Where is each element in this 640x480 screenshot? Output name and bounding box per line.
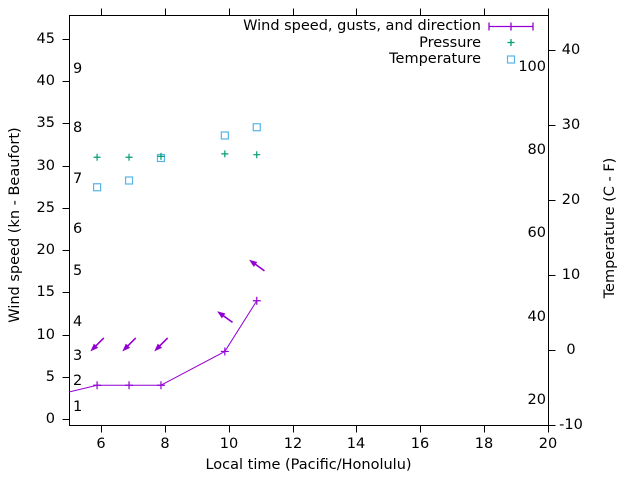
gust-direction-arrow bbox=[249, 259, 265, 272]
beaufort-scale-label: 3 bbox=[73, 348, 83, 364]
wind-legend-errorbar bbox=[488, 22, 534, 31]
fahrenheit-scale-label: 20 bbox=[527, 392, 546, 408]
time-axis-tick-label: 16 bbox=[410, 436, 430, 452]
wind-axis-tick-label: 25 bbox=[36, 200, 55, 216]
legend-sample-glyph bbox=[506, 55, 516, 64]
y2-axis-title: Temperature (C - F) bbox=[602, 157, 618, 299]
legend-label-wind: Wind speed, gusts, and direction bbox=[243, 18, 481, 35]
wind-data-point bbox=[93, 381, 102, 390]
temperature-data-point bbox=[220, 131, 229, 140]
pressure-legend-plus bbox=[507, 39, 515, 47]
time-axis-tick-label: 6 bbox=[96, 436, 106, 452]
wind-data-point bbox=[220, 347, 229, 356]
gust-arrow-head bbox=[90, 343, 99, 352]
gust-arrow-head bbox=[154, 343, 163, 352]
legend-label-pressure: Pressure bbox=[419, 34, 481, 51]
temperature-series bbox=[93, 123, 261, 192]
time-axis-tick-label: 8 bbox=[160, 436, 170, 452]
beaufort-scale-label: 9 bbox=[73, 61, 83, 77]
time-axis-tick-label: 20 bbox=[538, 436, 558, 452]
gust-direction-arrow bbox=[122, 337, 137, 352]
celsius-axis-tick-label: 20 bbox=[561, 192, 581, 208]
legend-sample-temperature-square-icon bbox=[488, 53, 534, 66]
pressure-data-point bbox=[157, 152, 165, 160]
wind-axis-tick-label: 40 bbox=[36, 73, 55, 89]
wind-axis-tick-label: 30 bbox=[36, 158, 55, 174]
plot-border bbox=[69, 15, 549, 426]
pressure-data-point bbox=[125, 153, 133, 161]
gust-arrow-head bbox=[217, 311, 226, 319]
celsius-axis-tick-label: 30 bbox=[561, 117, 581, 133]
beaufort-scale-label: 8 bbox=[73, 120, 83, 136]
pressure-data-point bbox=[93, 153, 101, 161]
gust-direction-arrow bbox=[90, 337, 105, 352]
wind-axis-tick-label: 0 bbox=[45, 411, 55, 427]
wind-axis-tick-label: 10 bbox=[36, 327, 55, 343]
beaufort-scale-label: 4 bbox=[73, 314, 83, 330]
wind-axis-tick-label: 35 bbox=[36, 115, 55, 131]
time-axis-tick-label: 18 bbox=[474, 436, 494, 452]
temperature-data-point bbox=[252, 123, 261, 132]
pressure-data-point bbox=[253, 151, 261, 159]
celsius-axis-tick-label: 0 bbox=[566, 342, 576, 358]
fahrenheit-scale-label: 40 bbox=[527, 309, 546, 325]
legend-sample-pressure-plus-icon bbox=[488, 36, 534, 49]
wind-axis-tick-label: 45 bbox=[36, 31, 55, 47]
legend: Wind speed, gusts, and direction Pressur… bbox=[243, 18, 534, 68]
temperature-data-point bbox=[124, 176, 134, 185]
wind-axis-tick-label: 5 bbox=[45, 369, 55, 385]
beaufort-scale-label: 5 bbox=[73, 263, 83, 279]
pressure-series bbox=[93, 150, 261, 161]
celsius-axis-tick-label: 40 bbox=[561, 42, 581, 58]
wind-speed-line bbox=[68, 300, 258, 393]
beaufort-scale-label: 2 bbox=[73, 373, 83, 389]
gust-direction-arrow bbox=[217, 311, 233, 324]
wind-data-point bbox=[252, 296, 261, 305]
fahrenheit-scale-label: 60 bbox=[527, 225, 546, 241]
wind-data-point bbox=[125, 381, 134, 390]
temperature-legend-square bbox=[506, 55, 516, 64]
legend-sample-wind-errorbar-icon bbox=[488, 20, 534, 33]
gust-arrow-head bbox=[249, 259, 258, 267]
legend-entry-wind: Wind speed, gusts, and direction bbox=[243, 18, 534, 35]
gust-arrow-head bbox=[122, 343, 131, 352]
beaufort-scale-label: 7 bbox=[73, 171, 83, 187]
gust-direction-arrow bbox=[154, 337, 169, 352]
legend-label-temperature: Temperature bbox=[389, 51, 481, 68]
x-axis-title: Local time (Pacific/Honolulu) bbox=[205, 457, 412, 473]
wind-series bbox=[68, 259, 265, 393]
fahrenheit-scale-label: 100 bbox=[518, 59, 546, 75]
pressure-data-point bbox=[221, 150, 229, 158]
time-axis-tick-label: 10 bbox=[219, 436, 239, 452]
legend-entry-temperature: Temperature bbox=[243, 51, 534, 68]
wind-axis-tick-label: 20 bbox=[36, 242, 55, 258]
celsius-axis-tick-label: -10 bbox=[559, 417, 583, 433]
beaufort-scale-label: 6 bbox=[73, 221, 83, 237]
time-axis-tick-label: 12 bbox=[283, 436, 303, 452]
wind-axis-tick-label: 15 bbox=[36, 284, 55, 300]
wind-data-point bbox=[156, 381, 165, 390]
time-axis-tick-label: 14 bbox=[346, 436, 366, 452]
temperature-data-point bbox=[93, 183, 102, 192]
celsius-axis-tick-label: 10 bbox=[561, 267, 581, 283]
fahrenheit-scale-label: 80 bbox=[527, 142, 546, 158]
legend-entry-pressure: Pressure bbox=[243, 35, 534, 52]
legend-sample-glyph bbox=[507, 39, 515, 47]
legend-sample-glyph bbox=[488, 22, 534, 31]
beaufort-scale-label: 1 bbox=[73, 399, 83, 415]
axis-ticks bbox=[62, 8, 556, 433]
